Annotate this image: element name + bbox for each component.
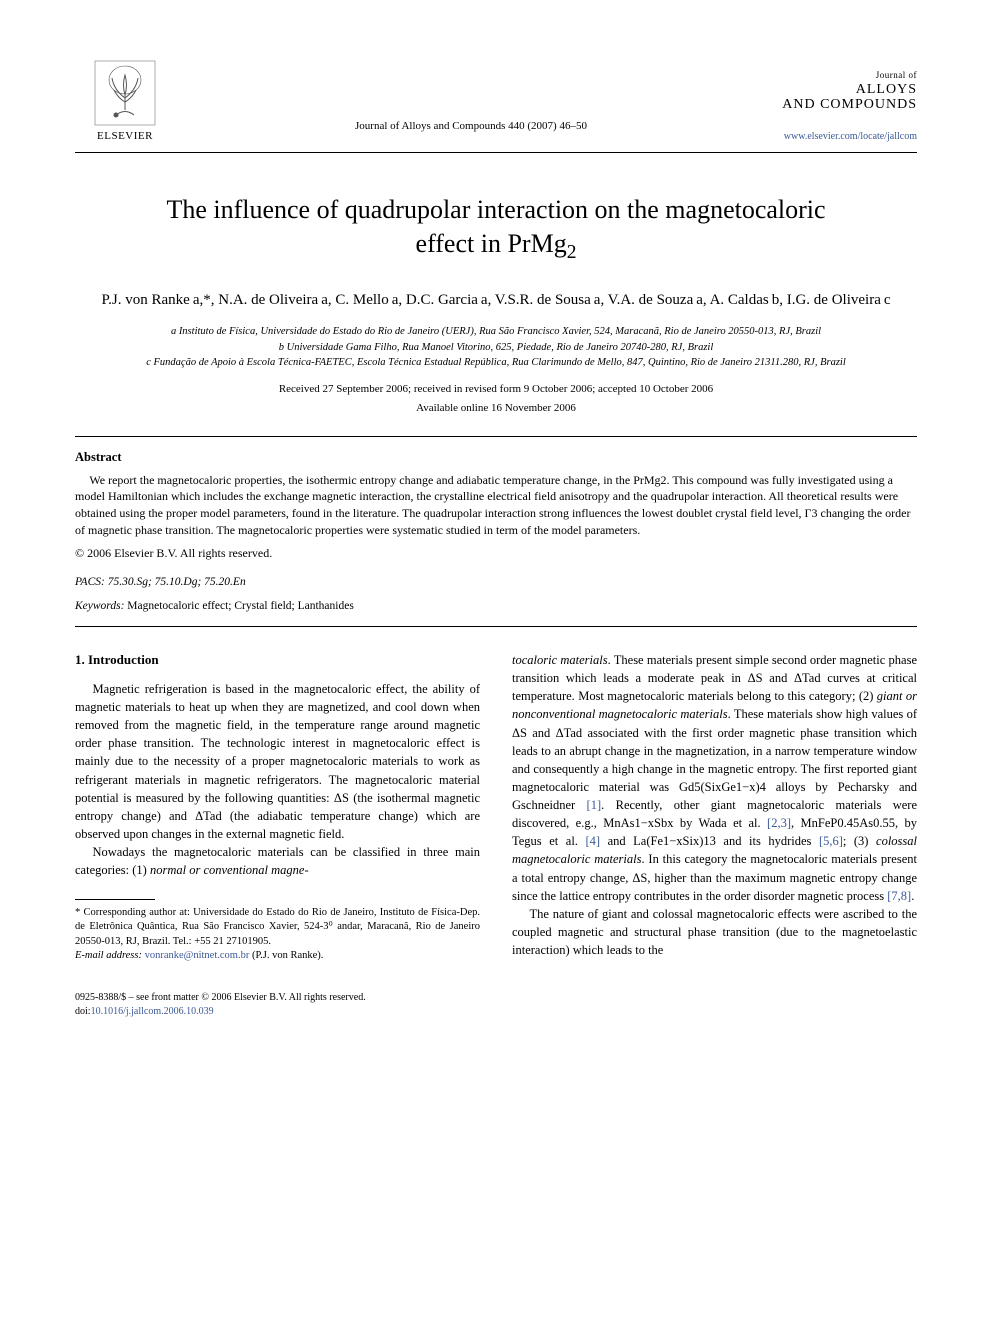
brand-line-2: AND COMPOUNDS: [767, 97, 917, 112]
journal-brand: Journal of ALLOYS AND COMPOUNDS www.else…: [767, 69, 917, 143]
email-owner: (P.J. von Ranke).: [249, 950, 323, 961]
body-columns: 1. Introduction Magnetic refrigeration i…: [75, 651, 917, 963]
journal-url[interactable]: www.elsevier.com/locate/jallcom: [767, 130, 917, 144]
ref-4[interactable]: [4]: [585, 834, 600, 848]
intro-para-2: Nowadays the magnetocaloric materials ca…: [75, 843, 480, 879]
ref-7-8[interactable]: [7,8]: [887, 889, 911, 903]
masthead: ELSEVIER Journal of Alloys and Compounds…: [75, 60, 917, 144]
ref-5-6[interactable]: [5,6]: [819, 834, 843, 848]
affiliation-b: b Universidade Gama Filho, Rua Manoel Vi…: [95, 340, 897, 355]
publisher-name: ELSEVIER: [97, 129, 153, 144]
article-footer: 0925-8388/$ – see front matter © 2006 El…: [75, 991, 917, 1019]
elsevier-tree-logo: [94, 60, 156, 126]
pacs-label: PACS:: [75, 576, 105, 588]
publisher-block: ELSEVIER: [75, 60, 175, 144]
corresp-text: * Corresponding author at: Universidade …: [75, 906, 480, 949]
issn-line: 0925-8388/$ – see front matter © 2006 El…: [75, 991, 917, 1005]
title-subscript: 2: [567, 242, 577, 263]
article-title: The influence of quadrupolar interaction…: [135, 193, 857, 265]
section-1-heading: 1. Introduction: [75, 651, 480, 670]
abstract-copyright: © 2006 Elsevier B.V. All rights reserved…: [75, 545, 917, 561]
abstract-top-rule: [75, 436, 917, 437]
email-address[interactable]: vonranke@nitnet.com.br: [145, 950, 250, 961]
affiliation-a: a Instituto de Física, Universidade do E…: [95, 324, 897, 339]
doi-value[interactable]: 10.1016/j.jallcom.2006.10.039: [91, 1006, 214, 1017]
journal-citation: Journal of Alloys and Compounds 440 (200…: [175, 119, 767, 144]
affiliation-c: c Fundação de Apoio à Escola Técnica-FAE…: [95, 355, 897, 370]
header-rule: [75, 152, 917, 153]
intro-para-3: The nature of giant and colossal magneto…: [512, 905, 917, 959]
email-line: E-mail address: vonranke@nitnet.com.br (…: [75, 949, 480, 963]
abstract-body: We report the magnetocaloric properties,…: [75, 472, 917, 539]
ref-1[interactable]: [1]: [587, 798, 602, 812]
brand-top: Journal of: [767, 69, 917, 81]
footnote-separator: [75, 899, 155, 900]
pacs-value: 75.30.Sg; 75.10.Dg; 75.20.En: [105, 576, 246, 588]
pacs-line: PACS: 75.30.Sg; 75.10.Dg; 75.20.En: [75, 575, 917, 591]
right-column: tocaloric materials. These materials pre…: [512, 651, 917, 963]
author-list: P.J. von Ranke a,*, N.A. de Oliveira a, …: [75, 290, 917, 310]
email-label: E-mail address:: [75, 950, 142, 961]
intro-para-1: Magnetic refrigeration is based in the m…: [75, 680, 480, 843]
keywords-label: Keywords:: [75, 600, 124, 612]
brand-line-1: ALLOYS: [767, 82, 917, 97]
left-column: 1. Introduction Magnetic refrigeration i…: [75, 651, 480, 963]
abstract-bottom-rule: [75, 626, 917, 627]
ref-2-3[interactable]: [2,3]: [767, 816, 791, 830]
article-history: Received 27 September 2006; received in …: [75, 382, 917, 397]
affiliations: a Instituto de Física, Universidade do E…: [95, 324, 897, 370]
abstract-heading: Abstract: [75, 449, 917, 466]
doi-label: doi:: [75, 1006, 91, 1017]
doi-line: doi:10.1016/j.jallcom.2006.10.039: [75, 1005, 917, 1019]
corresponding-author-footnote: * Corresponding author at: Universidade …: [75, 906, 480, 963]
abstract-text: We report the magnetocaloric properties,…: [75, 473, 910, 537]
intro-para-2-cont: tocaloric materials. These materials pre…: [512, 651, 917, 905]
keywords-value: Magnetocaloric effect; Crystal field; La…: [124, 600, 353, 612]
keywords-line: Keywords: Magnetocaloric effect; Crystal…: [75, 599, 917, 615]
available-online: Available online 16 November 2006: [75, 401, 917, 416]
title-text: The influence of quadrupolar interaction…: [166, 195, 825, 258]
